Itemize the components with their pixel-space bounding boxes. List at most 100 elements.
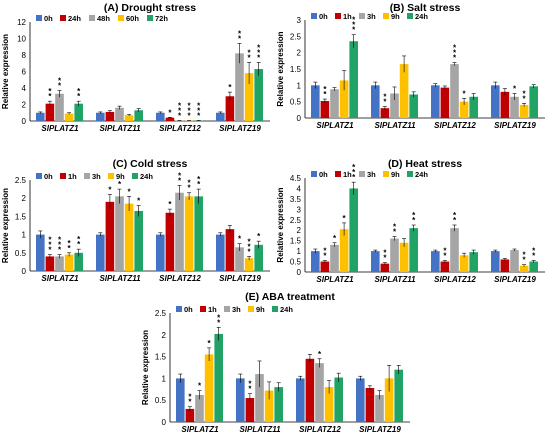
bar-72h-SlPLATZ11 [134, 110, 143, 121]
significance-mark: * [333, 234, 337, 243]
y-tick-label: 3.5 [290, 195, 302, 204]
significance-mark: * [58, 76, 62, 85]
legend-label: 0h [44, 172, 53, 181]
significance-mark: * [178, 106, 182, 115]
bar-24h-SlPLATZ11 [409, 94, 418, 118]
significance-mark: * [257, 53, 261, 62]
significance-mark: * [228, 83, 232, 92]
bar-0h-SlPLATZ1 [311, 85, 320, 118]
bar-24h-SlPLATZ19 [529, 86, 538, 118]
category-label: SlPLATZ12 [434, 121, 476, 130]
legend-swatch-1h [60, 173, 66, 179]
y-tick-label: 0 [22, 117, 27, 126]
legend-swatch-0h [176, 306, 182, 312]
significance-mark: * [352, 168, 356, 177]
significance-mark: * [58, 236, 62, 245]
legend-swatch-0h [36, 173, 42, 179]
significance-mark: * [128, 187, 132, 196]
chart-panel-3: (C) Cold stress 0 0.5 1 1.5 2 2.5 Relative expr… [1, 158, 270, 283]
significance-mark: * [453, 216, 457, 225]
bar-1h-SlPLATZ1 [185, 408, 195, 422]
significance-mark: * [248, 237, 252, 246]
category-label: SlPLATZ1 [316, 275, 354, 284]
category-label: SlPLATZ19 [219, 274, 261, 283]
bar-3h-SlPLATZ1 [55, 256, 64, 271]
significance-mark: * [217, 313, 221, 322]
bar-3h-SlPLATZ11 [390, 93, 399, 118]
legend-label: 1h [68, 172, 77, 181]
bar-3h-SlPLATZ11 [255, 374, 264, 422]
significance-mark: * [443, 252, 447, 261]
significance-mark: * [238, 235, 242, 244]
bar-9h-SlPLATZ11 [399, 242, 409, 272]
legend-label: 48h [97, 14, 110, 23]
bar-3h-SlPLATZ11 [390, 238, 399, 272]
legend-label: 24h [415, 12, 428, 21]
chart-panel-2: (B) Salt stress 0 0.5 1 1.5 2 2.5 3 Relative exp… [276, 2, 545, 130]
significance-mark: * [48, 241, 52, 250]
significance-mark: * [412, 211, 416, 220]
legend-swatch-1h [335, 13, 341, 19]
significance-mark: * [208, 339, 212, 348]
significance-mark: * [188, 393, 192, 402]
significance-mark: * [352, 26, 356, 35]
legend-label: 24h [68, 14, 81, 23]
bar-3h-SlPLATZ11 [115, 196, 124, 271]
category-label: SlPLATZ19 [494, 121, 536, 130]
bar-9h-SlPLATZ19 [384, 378, 394, 422]
significance-mark: * [188, 111, 192, 120]
legend-swatch-3h [224, 306, 230, 312]
category-label: SlPLATZ1 [41, 124, 79, 133]
y-tick-label: 2 [297, 226, 302, 235]
y-tick-label: 2.5 [290, 32, 302, 41]
legend-swatch-0h [311, 171, 317, 177]
y-tick-label: 1 [297, 81, 302, 90]
bar-24h-SlPLATZ1 [349, 188, 358, 272]
legend-label: 0h [319, 12, 328, 21]
bar-0h-SlPLATZ11 [371, 85, 380, 118]
bar-24h-SlPLATZ1 [349, 41, 358, 118]
legend-label: 9h [391, 170, 400, 179]
significance-mark: * [68, 244, 72, 253]
bar-1h-SlPLATZ1 [320, 261, 330, 272]
legend-swatch-24h [407, 171, 413, 177]
significance-mark: * [178, 111, 182, 120]
category-label: SlPLATZ12 [159, 124, 201, 133]
legend-swatch-24h [132, 173, 138, 179]
significance-mark: * [523, 251, 527, 260]
bar-0h-SlPLATZ1 [36, 234, 45, 271]
significance-mark: * [58, 246, 62, 255]
bar-3h-SlPLATZ12 [315, 363, 324, 422]
bar-24h-SlPLATZ11 [105, 111, 115, 121]
significance-mark: * [168, 200, 172, 209]
significance-mark: * [383, 93, 387, 102]
legend-swatch-72h [147, 15, 153, 21]
bar-0h-SlPLATZ11 [371, 251, 380, 272]
significance-mark: * [188, 106, 192, 115]
y-tick-label: 6 [22, 68, 27, 77]
legend-label: 3h [367, 170, 376, 179]
significance-mark: * [118, 180, 122, 189]
bar-3h-SlPLATZ19 [235, 247, 244, 271]
bar-48h-SlPLATZ11 [115, 107, 124, 121]
bar-3h-SlPLATZ1 [330, 89, 339, 118]
legend-swatch-1h [200, 306, 206, 312]
significance-mark: * [352, 163, 356, 172]
y-tick-label: 4 [297, 184, 302, 193]
significance-mark: * [217, 318, 221, 327]
chart-title: (A) Drought stress [104, 2, 196, 14]
category-label: SlPLATZ11 [374, 275, 416, 284]
significance-mark: * [77, 240, 81, 249]
significance-mark: * [323, 247, 327, 256]
significance-mark: * [257, 43, 261, 52]
bar-9h-SlPLATZ12 [459, 255, 469, 272]
significance-mark: * [532, 247, 536, 256]
bar-72h-SlPLATZ12 [194, 120, 203, 122]
bar-9h-SlPLATZ11 [399, 64, 409, 118]
bar-9h-SlPLATZ12 [459, 101, 469, 118]
bar-9h-SlPLATZ1 [339, 229, 349, 272]
legend-label: 24h [140, 172, 153, 181]
bar-24h-SlPLATZ11 [134, 210, 143, 271]
bar-1h-SlPLATZ12 [165, 212, 175, 271]
significance-mark: * [523, 94, 527, 103]
